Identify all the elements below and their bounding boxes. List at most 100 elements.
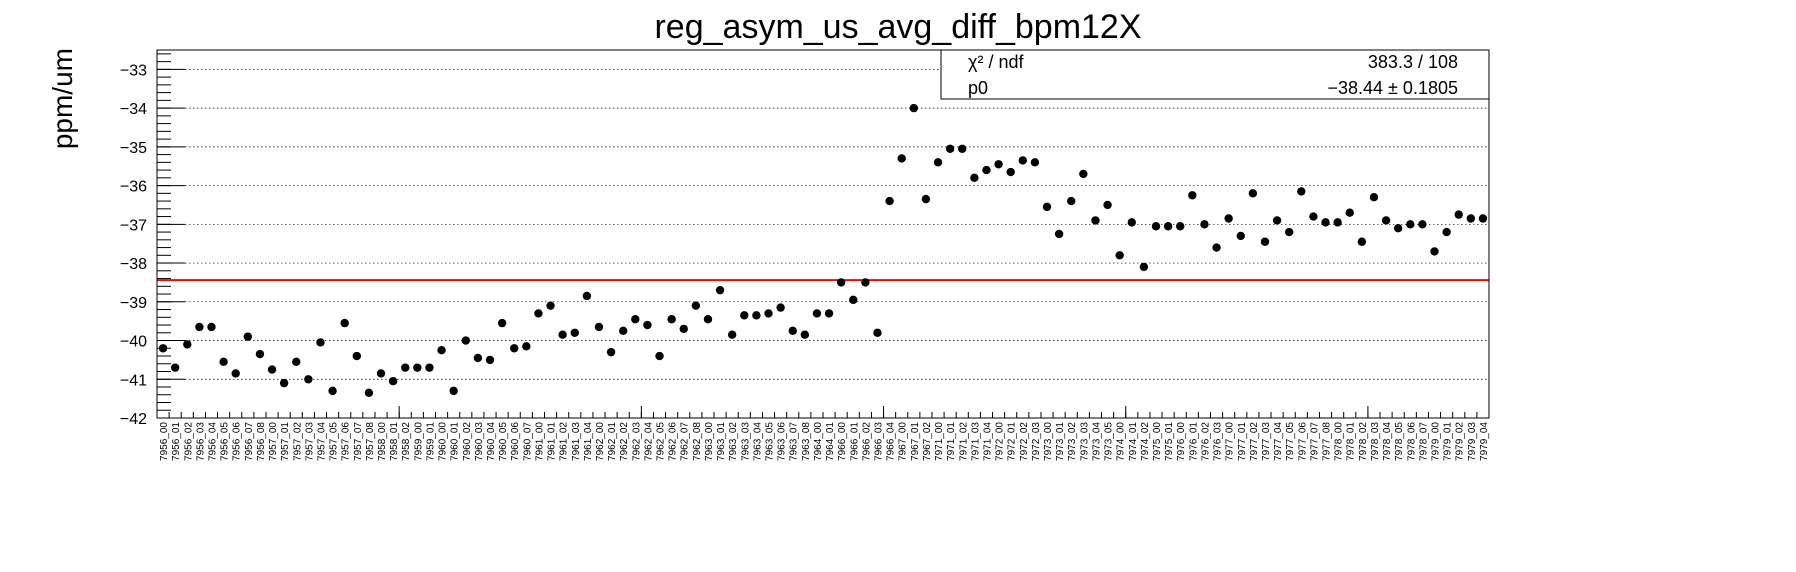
x-tick-label: 7978_01 <box>1346 422 1357 461</box>
data-point <box>861 278 870 287</box>
x-tick-label: 7961_03 <box>571 422 582 461</box>
y-axis-label: ppm/um <box>47 48 78 149</box>
data-point <box>292 357 301 367</box>
y-tick-label: −41 <box>120 372 147 389</box>
x-tick-label: 7966_03 <box>873 422 884 461</box>
x-tick-label: 7957_00 <box>268 422 279 461</box>
data-point <box>1297 187 1306 196</box>
data-point <box>1163 222 1173 231</box>
data-point <box>1309 212 1318 221</box>
data-point <box>643 320 652 330</box>
x-tick-label: 7977_00 <box>1225 422 1236 461</box>
x-tick-label: 7971_01 <box>946 422 957 461</box>
data-point <box>376 369 386 378</box>
x-tick-label: 7960_01 <box>450 422 461 461</box>
data-point <box>352 351 361 361</box>
data-point <box>195 322 204 332</box>
data-point <box>437 346 446 355</box>
x-tick-label: 7963_03 <box>740 422 751 461</box>
data-point <box>364 388 374 398</box>
data-point <box>836 278 846 287</box>
data-point <box>485 355 495 365</box>
x-tick-label: 7973_04 <box>1091 422 1102 461</box>
x-tick-label: 7967_02 <box>922 422 933 461</box>
x-tick-label: 7964_01 <box>825 422 836 461</box>
x-tick-label: 7957_08 <box>365 422 376 461</box>
data-point <box>1454 210 1463 219</box>
x-tick-label: 7956_03 <box>195 422 206 461</box>
data-point <box>1030 158 1040 167</box>
x-tick-label: 7961_04 <box>583 422 594 461</box>
data-point <box>1200 220 1209 229</box>
data-point <box>1091 216 1100 225</box>
data-point <box>582 291 592 301</box>
x-tick-label: 7960_00 <box>438 422 449 461</box>
x-tick-label: 7976_00 <box>1176 422 1187 461</box>
data-point <box>691 301 701 310</box>
x-tick-label: 7957_06 <box>341 422 352 461</box>
x-tick-label: 7963_06 <box>777 422 788 461</box>
x-tick-label: 7976_03 <box>1213 422 1224 461</box>
y-tick-label: −33 <box>120 62 147 79</box>
data-point <box>328 386 337 396</box>
x-tick-label: 7961_00 <box>534 422 545 461</box>
data-point <box>510 344 519 353</box>
data-point <box>1018 156 1027 165</box>
data-point <box>1430 247 1439 256</box>
data-point <box>1260 237 1270 246</box>
x-tick-label: 7959_00 <box>413 422 424 461</box>
x-tick-label: 7966_01 <box>849 422 860 461</box>
x-tick-label: 7973_03 <box>1079 422 1090 461</box>
x-tick-label: 7979_01 <box>1443 422 1454 461</box>
x-tick-label: 7973_00 <box>1043 422 1054 461</box>
x-tick-label: 7956_05 <box>220 422 231 461</box>
x-tick-label: 7976_01 <box>1188 422 1199 461</box>
data-point <box>304 375 313 384</box>
x-tick-label: 7956_02 <box>183 422 194 461</box>
x-tick-label: 7962_04 <box>643 422 654 461</box>
data-point <box>1151 222 1161 231</box>
x-tick-label: 7957_03 <box>304 422 315 461</box>
x-tick-label: 7972_01 <box>1007 422 1018 461</box>
data-point <box>1103 200 1112 210</box>
x-tick-label: 7960_03 <box>474 422 485 461</box>
x-tick-label: 7956_01 <box>171 422 182 461</box>
grid-lines <box>157 69 1489 380</box>
y-tick-label: −38 <box>120 256 147 273</box>
x-tick-label: 7962_00 <box>595 422 606 461</box>
x-tick-label: 7977_02 <box>1249 422 1260 461</box>
x-tick-label: 7960_02 <box>462 422 473 461</box>
x-tick-label: 7977_06 <box>1297 422 1308 461</box>
data-point <box>570 328 579 337</box>
x-tick-label: 7957_01 <box>280 422 291 461</box>
data-point <box>219 357 228 367</box>
stats-box: χ² / ndf 383.3 / 108 p0 −38.44 ± 0.1805 <box>940 49 1490 100</box>
x-tick-label: 7979_04 <box>1479 422 1490 461</box>
x-tick-label: 7962_05 <box>656 422 667 461</box>
x-tick-label: 7956_04 <box>207 422 218 461</box>
x-tick-label: 7974_01 <box>1128 422 1139 461</box>
x-tick-label: 7962_02 <box>619 422 630 461</box>
x-tick-label: 7976_02 <box>1200 422 1211 461</box>
data-point <box>388 377 398 386</box>
data-point <box>594 322 604 332</box>
data-point <box>279 378 289 388</box>
x-tick-label: 7958_01 <box>389 422 400 461</box>
data-point <box>1042 202 1052 212</box>
data-point <box>461 336 470 345</box>
x-tick-label: 7960_06 <box>510 422 521 461</box>
x-tick-label: 7979_03 <box>1467 422 1478 461</box>
data-point <box>873 328 882 337</box>
y-tick-label: −42 <box>120 411 147 428</box>
x-tick-label: 7972_02 <box>1019 422 1030 461</box>
x-tick-label: 7978_06 <box>1406 422 1417 461</box>
x-tick-label: 7975_00 <box>1152 422 1163 461</box>
y-tick-label: −37 <box>120 217 147 234</box>
x-tick-label: 7963_04 <box>752 422 763 461</box>
x-tick-label: 7966_04 <box>886 422 897 461</box>
x-tick-label: 7962_08 <box>692 422 703 461</box>
x-tick-label: 7977_01 <box>1237 422 1248 461</box>
data-point <box>703 315 713 324</box>
data-point <box>497 318 507 328</box>
x-tick-label: 7957_07 <box>353 422 364 461</box>
